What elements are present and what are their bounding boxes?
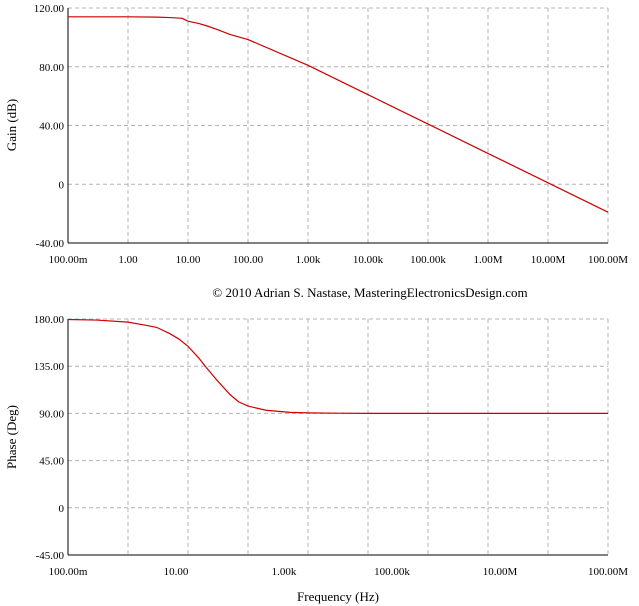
phase-y-tick-label: -45.00 [36,550,65,562]
gain-y-axis-title: Gain (dB) [4,99,19,151]
gain-y-tick-label: 120.00 [34,3,65,15]
phase-x-tick-label: 10.00M [483,566,518,578]
copyright-text: © 2010 Adrian S. Nastase, MasteringElect… [212,285,527,300]
phase-curve [67,318,608,414]
phase-y-tick-label: 180.00 [34,314,65,326]
gain-x-tick-label: 100.00m [49,254,88,266]
gain-y-tick-label: -40.00 [36,238,65,250]
gain-curve [68,16,609,213]
gain-y-tick-label: 80.00 [39,62,64,74]
phase-x-tick-label: 10.00 [164,566,189,578]
phase-y-axis-title: Phase (Deg) [4,405,19,469]
phase-y-tick-label: 90.00 [39,408,64,420]
phase-x-tick-label: 1.00k [272,566,297,578]
gain-x-tick-label: 100.00k [410,254,446,266]
gain-x-tick-label: 1.00k [296,254,321,266]
phase-x-axis-title: Frequency (Hz) [297,589,379,604]
phase-x-tick-label: 100.00m [49,566,88,578]
phase-plot: 180.00 135.00 90.00 45.00 0 -45.00 100.00m 10.0… [4,314,628,604]
phase-y-tick-label: 0 [59,503,65,515]
gain-x-tick-label: 10.00 [176,254,201,266]
gain-y-tick-label: 40.00 [39,121,64,133]
gain-x-tick-label: 1.00 [118,254,138,266]
phase-y-tick-label: 135.00 [34,361,65,373]
phase-y-tick-label: 45.00 [39,456,64,468]
gain-x-tick-label: 1.00M [473,254,502,266]
phase-x-tick-label: 100.00k [374,566,410,578]
gain-x-tick-label: 10.00k [353,254,384,266]
gain-plot: 120.00 80.00 40.00 0 -40.00 100.00m 1.00 10.00 1… [4,3,628,266]
gain-x-tick-label: 10.00M [531,254,566,266]
gain-y-tick-label: 0 [59,179,65,191]
phase-x-tick-label: 100.00M [588,566,628,578]
gain-x-tick-label: 100.00M [588,254,628,266]
gain-x-tick-label: 100.00 [233,254,264,266]
